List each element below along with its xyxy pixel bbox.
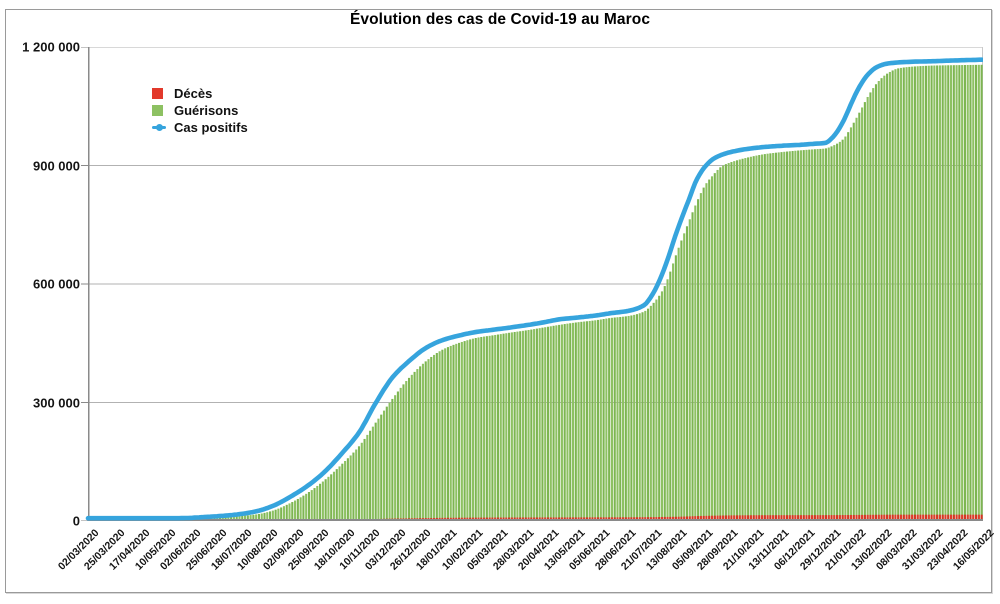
cas-positifs-line-marker-icon [152,124,166,131]
y-axis-label: 0 [72,513,80,529]
legend-item-deces: Décès [152,85,248,102]
plot-area [81,47,983,521]
deces-legend-label: Décès [174,86,213,101]
legend-item-cas-positifs: Cas positifs [152,119,248,136]
cas-positifs-legend-label: Cas positifs [174,120,248,135]
y-axis-label: 600 000 [33,276,80,292]
guerisons-legend-label: Guérisons [174,103,239,118]
y-axis-label: 300 000 [33,395,80,410]
y-axis-label: 1 200 000 [22,39,80,55]
legend: Décès Guérisons Cas positifs [152,85,248,136]
gu-risons-bars [168,64,983,521]
y-axis-label: 900 000 [33,158,80,173]
chart-title: Évolution des cas de Covid-19 au Maroc [349,11,651,28]
chart-outer-frame [5,9,992,593]
deces-swatch-icon [152,88,163,99]
cas-positifs-line [85,57,983,521]
cas-positifs-dot-icon [155,124,163,131]
legend-item-guerisons: Guérisons [152,102,248,119]
guerisons-swatch-icon [152,105,163,116]
